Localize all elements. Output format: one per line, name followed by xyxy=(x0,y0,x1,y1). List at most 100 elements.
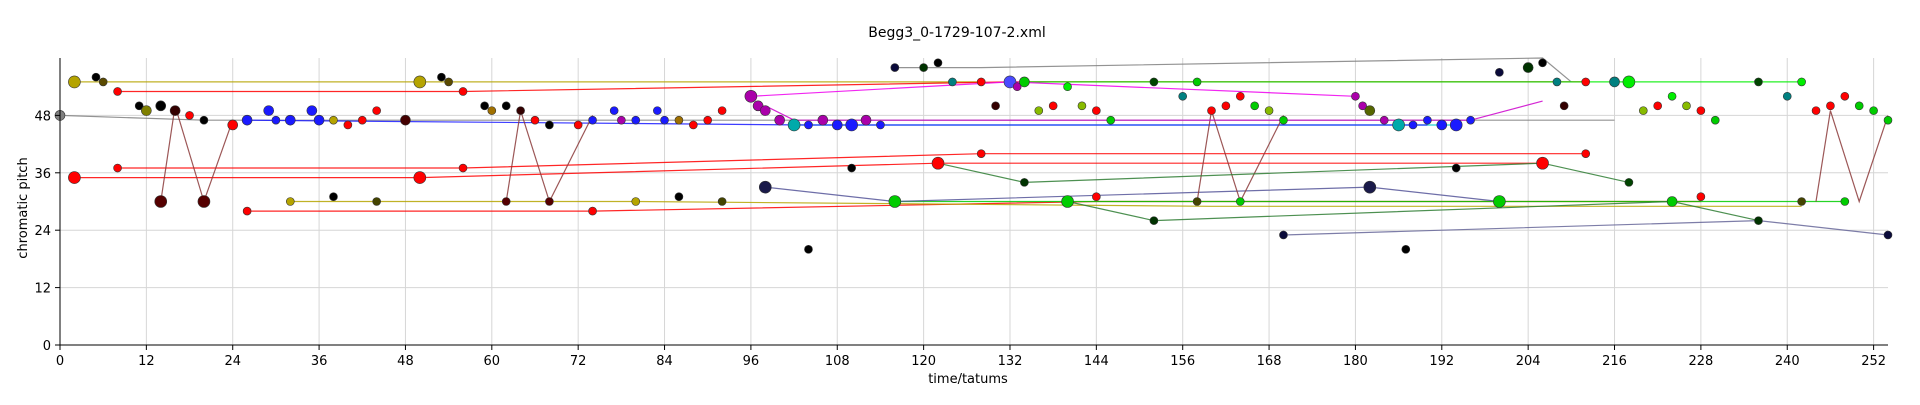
note-marker xyxy=(458,87,468,96)
note-marker xyxy=(1235,91,1245,101)
note-marker xyxy=(1854,101,1864,111)
note-marker xyxy=(919,63,928,72)
note-marker xyxy=(271,115,281,125)
note-marker xyxy=(1536,156,1549,170)
note-marker xyxy=(1522,62,1534,73)
note-marker xyxy=(313,114,325,126)
note-marker xyxy=(976,149,986,158)
note-marker xyxy=(413,171,427,184)
y-tick-label: 12 xyxy=(34,282,51,297)
note-marker xyxy=(1811,106,1821,115)
x-tick-label: 12 xyxy=(138,354,155,369)
note-marker xyxy=(487,106,497,115)
note-marker xyxy=(1883,230,1893,240)
note-marker xyxy=(1782,91,1792,101)
note-marker xyxy=(660,115,669,125)
note-marker xyxy=(68,75,81,89)
note-marker xyxy=(1451,163,1461,173)
note-marker xyxy=(1063,82,1072,91)
x-tick-label: 132 xyxy=(998,354,1023,369)
note-marker xyxy=(1639,106,1648,115)
note-marker xyxy=(1682,101,1691,111)
note-marker xyxy=(845,118,858,132)
note-marker xyxy=(1235,197,1245,206)
note-marker xyxy=(588,206,597,216)
x-tick-label: 216 xyxy=(1602,354,1627,369)
note-marker xyxy=(890,63,900,72)
note-marker xyxy=(831,119,843,131)
note-marker xyxy=(888,195,902,208)
note-marker xyxy=(1250,101,1259,111)
note-marker xyxy=(1264,106,1274,115)
note-marker xyxy=(1149,77,1159,87)
note-marker xyxy=(329,192,338,202)
note-marker xyxy=(413,75,427,89)
note-marker xyxy=(1192,197,1202,206)
note-marker xyxy=(68,171,81,184)
note-marker xyxy=(931,156,945,170)
note-marker xyxy=(241,114,253,126)
note-marker xyxy=(573,120,583,130)
note-marker xyxy=(1797,197,1806,206)
note-connection-line xyxy=(937,162,1630,184)
note-marker xyxy=(1358,101,1367,111)
note-marker xyxy=(1048,101,1058,111)
note-marker xyxy=(674,115,684,125)
note-marker xyxy=(1696,192,1706,202)
note-marker xyxy=(847,163,856,173)
note-marker xyxy=(1061,195,1074,208)
x-tick-label: 24 xyxy=(224,354,241,369)
note-marker xyxy=(1221,101,1231,111)
note-marker xyxy=(703,115,713,125)
note-marker xyxy=(1609,76,1620,88)
note-marker xyxy=(501,101,511,111)
x-tick-label: 120 xyxy=(911,354,936,369)
note-marker xyxy=(1401,245,1411,254)
note-marker xyxy=(674,192,684,202)
note-marker xyxy=(227,119,239,131)
note-marker xyxy=(1363,180,1377,194)
note-marker xyxy=(1667,91,1677,101)
note-marker xyxy=(480,101,489,111)
note-marker xyxy=(1653,101,1663,111)
note-marker xyxy=(1883,115,1893,125)
note-connection-line xyxy=(894,57,1572,83)
note-marker xyxy=(1077,101,1087,111)
note-marker xyxy=(242,206,252,216)
x-tick-label: 240 xyxy=(1775,354,1800,369)
note-marker xyxy=(98,77,108,87)
note-marker xyxy=(1020,178,1029,187)
y-tick-label: 0 xyxy=(43,339,51,354)
note-marker xyxy=(1754,216,1763,225)
note-marker xyxy=(804,120,813,130)
note-marker xyxy=(1666,196,1678,207)
note-connection-line xyxy=(765,100,1543,121)
note-marker xyxy=(617,115,626,125)
note-marker xyxy=(1408,120,1418,130)
note-marker xyxy=(400,114,411,126)
note-marker xyxy=(113,87,122,96)
note-connection-line xyxy=(1815,110,1889,204)
note-marker xyxy=(154,195,168,208)
note-marker xyxy=(774,114,785,126)
x-tick-label: 60 xyxy=(484,354,501,369)
note-marker xyxy=(804,245,813,254)
note-marker xyxy=(759,105,771,116)
note-marker xyxy=(545,197,554,206)
note-marker xyxy=(357,115,367,125)
y-tick-label: 24 xyxy=(34,224,51,239)
note-marker xyxy=(1149,216,1159,225)
note-marker xyxy=(1364,105,1376,116)
x-tick-label: 96 xyxy=(743,354,760,369)
note-marker xyxy=(437,72,446,82)
note-marker xyxy=(141,105,152,116)
note-marker xyxy=(631,197,641,206)
note-marker xyxy=(545,120,554,130)
note-marker xyxy=(1840,197,1850,206)
note-marker xyxy=(1279,115,1288,125)
note-marker xyxy=(1178,91,1188,101)
note-marker xyxy=(197,195,211,208)
note-marker xyxy=(933,58,943,68)
note-marker xyxy=(199,115,209,125)
